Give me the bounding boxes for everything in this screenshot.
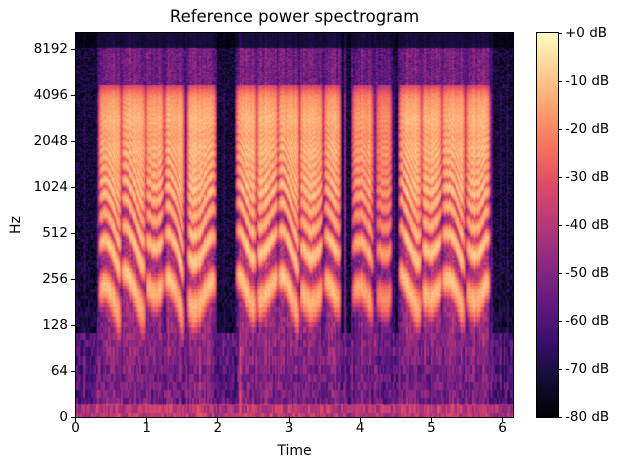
colorbar-tick-mark — [558, 416, 562, 418]
colorbar-tick-label: -70 dB — [565, 361, 610, 377]
colorbar-tick-label: -20 dB — [565, 121, 610, 137]
y-tick-mark — [71, 370, 75, 372]
colorbar-tick-label: -60 dB — [565, 313, 610, 329]
y-tick-mark — [71, 140, 75, 142]
y-tick-label: 1024 — [33, 179, 68, 195]
y-tick-label: 64 — [50, 363, 68, 379]
colorbar-tick-label: +0 dB — [565, 25, 608, 41]
y-tick-label: 512 — [42, 225, 68, 241]
colorbar-tick-mark — [558, 80, 562, 82]
y-tick-label: 128 — [42, 317, 68, 333]
y-tick-mark — [71, 186, 75, 188]
colorbar — [536, 32, 559, 418]
spectrogram-heatmap — [76, 33, 513, 417]
x-tick-label: 6 — [498, 420, 507, 436]
y-axis-label: Hz — [8, 216, 24, 234]
colorbar-tick-label: -10 dB — [565, 73, 610, 89]
y-tick-label: 0 — [59, 409, 68, 425]
y-tick-mark — [71, 94, 75, 96]
colorbar-tick-label: -50 dB — [565, 265, 610, 281]
colorbar-gradient — [537, 33, 558, 417]
colorbar-tick-label: -30 dB — [565, 169, 610, 185]
y-tick-label: 2048 — [33, 133, 68, 149]
y-tick-mark — [71, 278, 75, 280]
plot-area — [75, 32, 514, 418]
x-tick-label: 3 — [284, 420, 294, 436]
x-tick-mark — [217, 417, 219, 422]
colorbar-tick-mark — [558, 320, 562, 322]
y-tick-label: 4096 — [33, 87, 68, 103]
y-tick-mark — [71, 232, 75, 234]
colorbar-tick-mark — [558, 272, 562, 274]
x-tick-label: 5 — [427, 420, 436, 436]
x-tick-mark — [359, 417, 361, 422]
y-tick-label: 256 — [42, 271, 68, 287]
colorbar-tick-mark — [558, 368, 562, 370]
colorbar-tick-mark — [558, 224, 562, 226]
x-tick-label: 0 — [71, 420, 80, 436]
colorbar-tick-mark — [558, 176, 562, 178]
colorbar-tick-mark — [558, 32, 562, 34]
y-tick-mark — [71, 324, 75, 326]
x-tick-mark — [502, 417, 504, 422]
colorbar-tick-label: -40 dB — [565, 217, 610, 233]
x-axis-label: Time — [277, 443, 312, 459]
x-tick-label: 1 — [142, 420, 151, 436]
x-tick-mark — [430, 417, 432, 422]
y-tick-mark — [71, 416, 75, 418]
colorbar-tick-label: -80 dB — [565, 409, 610, 425]
y-tick-mark — [71, 48, 75, 50]
x-tick-mark — [75, 417, 76, 422]
x-tick-label: 2 — [213, 420, 223, 436]
colorbar-tick-mark — [558, 128, 562, 130]
chart-title: Reference power spectrogram — [169, 7, 420, 26]
x-tick-mark — [146, 417, 148, 422]
x-tick-label: 4 — [355, 420, 365, 436]
y-tick-label: 8192 — [33, 41, 68, 57]
x-tick-mark — [288, 417, 290, 422]
